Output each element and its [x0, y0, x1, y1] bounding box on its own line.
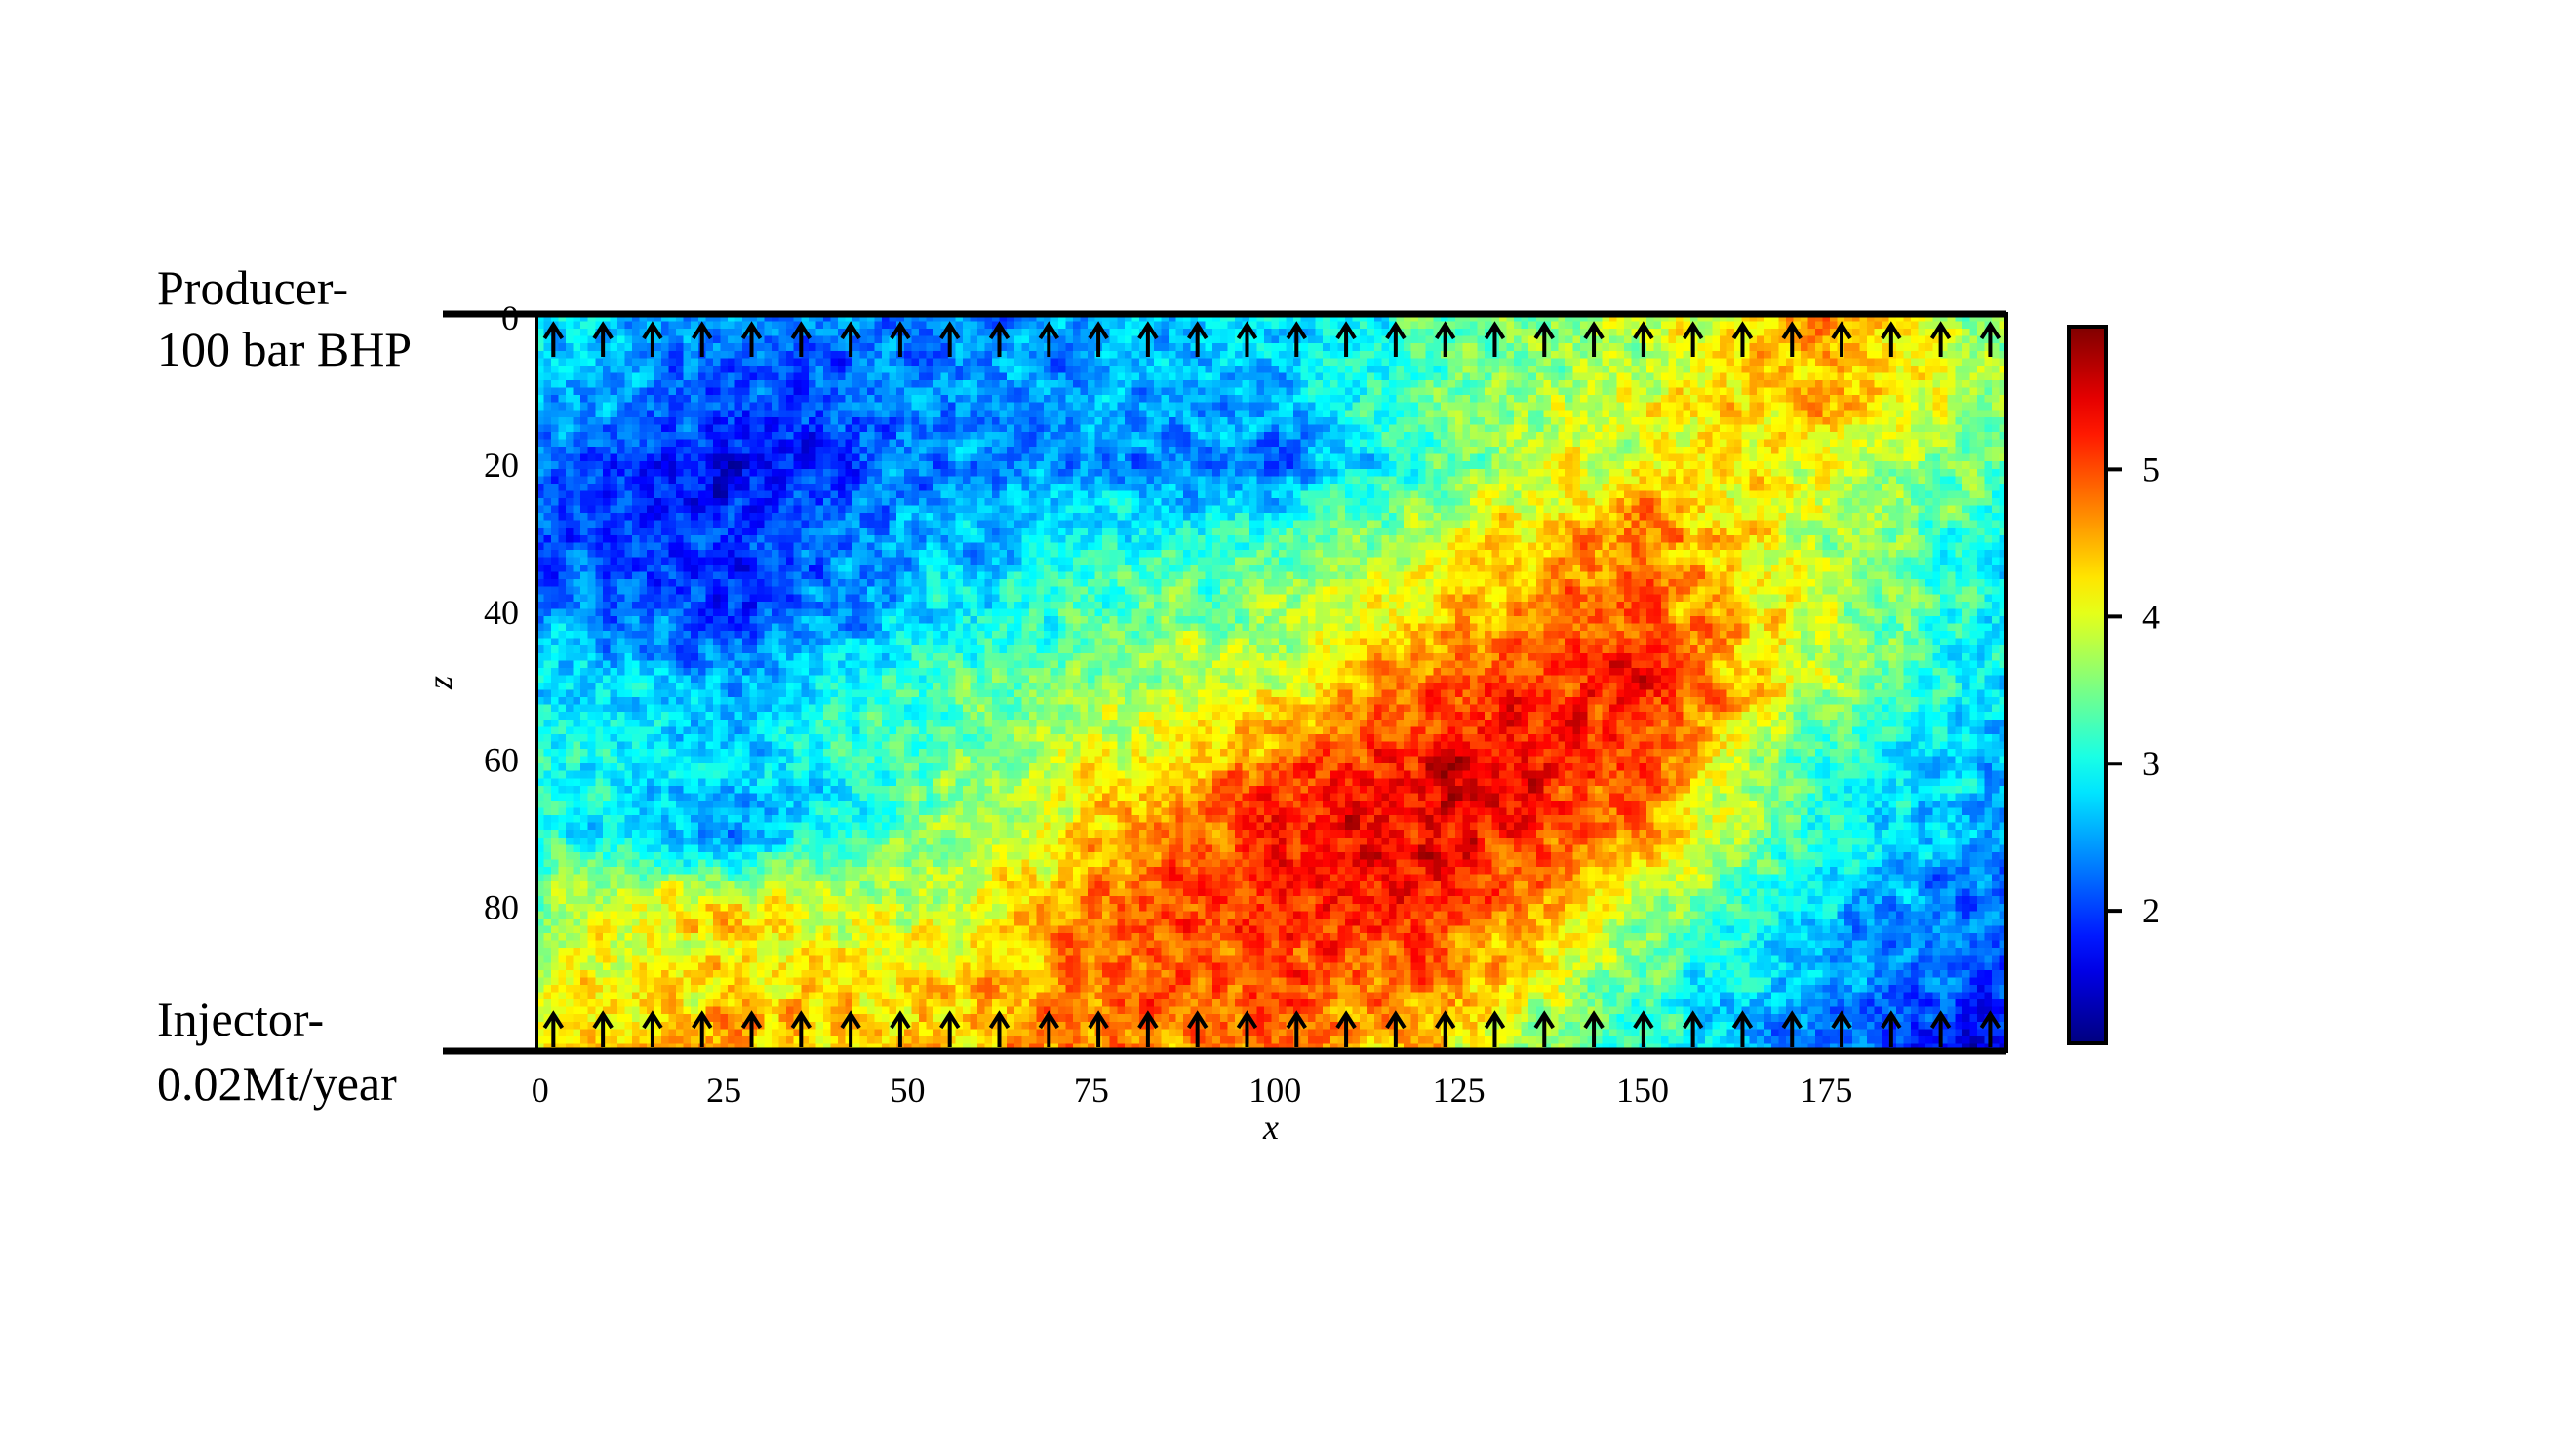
up-arrow-icon — [1533, 1010, 1555, 1047]
x-tick-label: 175 — [1800, 1071, 1852, 1110]
up-arrow-icon — [642, 1010, 663, 1047]
x-tick-label: 25 — [706, 1071, 741, 1110]
x-tick-label: 125 — [1433, 1071, 1486, 1110]
up-arrow-icon — [1038, 1010, 1059, 1047]
injector-label-line1: Injector- — [157, 992, 325, 1046]
up-arrow-icon — [890, 321, 911, 357]
up-arrow-icon — [1137, 321, 1159, 357]
up-arrow-icon — [988, 1010, 1011, 1047]
x-axis-label: x — [1262, 1108, 1279, 1147]
up-arrow-icon — [790, 321, 812, 357]
up-arrow-icon — [939, 1010, 961, 1047]
y-axis-ticks: 0 20 40 60 80 — [484, 298, 519, 927]
x-axis-ticks: 0 25 50 75 100 125 150 175 — [532, 1071, 1853, 1110]
up-arrow-icon — [592, 321, 614, 357]
up-arrow-icon — [1731, 1010, 1754, 1047]
producer-label-line1: Producer- — [157, 260, 349, 315]
up-arrow-icon — [939, 321, 961, 357]
up-arrow-icon — [1137, 1010, 1159, 1047]
up-arrow-icon — [890, 1010, 911, 1047]
up-arrow-icon — [840, 1010, 861, 1047]
up-arrow-icon — [1682, 1010, 1704, 1047]
up-arrow-icon — [1434, 321, 1456, 357]
up-arrow-icon — [1088, 1010, 1109, 1047]
up-arrow-icon — [542, 1010, 565, 1047]
up-arrow-icon — [1831, 321, 1852, 357]
up-arrow-icon — [1929, 1010, 1952, 1047]
up-arrow-icon — [1186, 321, 1209, 357]
up-arrow-icon — [1484, 1010, 1506, 1047]
up-arrow-icon — [1633, 321, 1654, 357]
up-arrow-icon — [840, 321, 861, 357]
colorbar-tick-label: 3 — [2142, 744, 2160, 783]
up-arrow-icon — [740, 1010, 763, 1047]
up-arrow-icon — [1979, 321, 2001, 357]
y-tick-label: 40 — [484, 593, 519, 632]
colorbar-tick-label: 2 — [2142, 891, 2160, 930]
up-arrow-icon — [592, 1010, 614, 1047]
up-arrow-icon — [988, 321, 1011, 357]
up-arrow-icon — [1335, 1010, 1357, 1047]
y-tick-label: 60 — [484, 740, 519, 779]
x-tick-label: 50 — [891, 1071, 926, 1110]
up-arrow-icon — [1038, 321, 1059, 357]
up-arrow-icon — [542, 321, 565, 357]
up-arrow-icon — [1682, 321, 1704, 357]
up-arrow-icon — [1335, 321, 1357, 357]
heatmap-cells — [536, 314, 2006, 1051]
up-arrow-icon — [1929, 321, 1952, 357]
up-arrow-icon — [1088, 321, 1109, 357]
up-arrow-icon — [1236, 321, 1258, 357]
up-arrow-icon — [1186, 1010, 1209, 1047]
up-arrow-icon — [1881, 321, 1902, 357]
x-tick-label: 150 — [1616, 1071, 1669, 1110]
up-arrow-icon — [1583, 321, 1605, 357]
well-arrows — [542, 321, 2001, 1047]
up-arrow-icon — [1385, 321, 1407, 357]
y-tick-label: 20 — [484, 446, 519, 485]
x-tick-label: 75 — [1074, 1071, 1109, 1110]
x-tick-label: 100 — [1248, 1071, 1301, 1110]
up-arrow-icon — [1385, 1010, 1407, 1047]
up-arrow-icon — [1881, 1010, 1902, 1047]
colorbar-tick-label: 5 — [2142, 450, 2160, 489]
up-arrow-icon — [790, 1010, 812, 1047]
y-axis-label: z — [420, 676, 459, 690]
up-arrow-icon — [1286, 1010, 1307, 1047]
up-arrow-icon — [1633, 1010, 1654, 1047]
up-arrow-icon — [1979, 1010, 2001, 1047]
injector-label-line2: 0.02Mt/year — [157, 1056, 397, 1111]
up-arrow-icon — [1583, 1010, 1605, 1047]
colorbar-ticks: 2 3 4 5 — [2106, 450, 2160, 930]
y-tick-label: 80 — [484, 888, 519, 927]
up-arrow-icon — [1236, 1010, 1258, 1047]
up-arrow-icon — [1731, 321, 1754, 357]
y-tick-label: 0 — [501, 298, 519, 337]
plot-frame — [535, 312, 2008, 1053]
producer-label-line2: 100 bar BHP — [157, 322, 413, 376]
up-arrow-icon — [642, 321, 663, 357]
colorbar-tick-label: 4 — [2142, 597, 2160, 636]
x-tick-label: 0 — [532, 1071, 549, 1110]
up-arrow-icon — [740, 321, 763, 357]
up-arrow-icon — [1533, 321, 1555, 357]
up-arrow-icon — [1781, 321, 1803, 357]
up-arrow-icon — [1434, 1010, 1456, 1047]
up-arrow-icon — [1484, 321, 1506, 357]
up-arrow-icon — [692, 321, 713, 357]
up-arrow-icon — [1286, 321, 1307, 357]
up-arrow-icon — [1831, 1010, 1852, 1047]
colorbar — [2067, 325, 2108, 1045]
up-arrow-icon — [692, 1010, 713, 1047]
up-arrow-icon — [1781, 1010, 1803, 1047]
